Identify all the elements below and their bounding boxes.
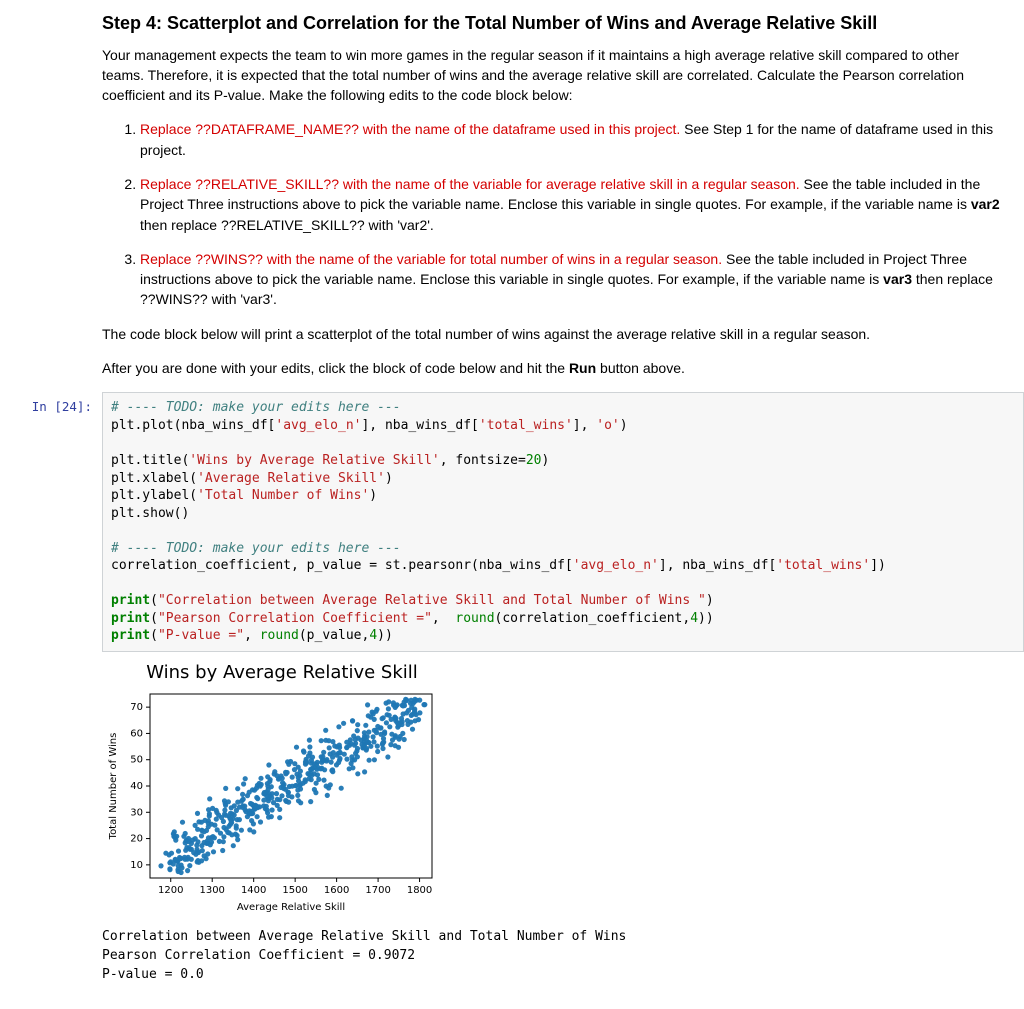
code-token: "Pearson Correlation Coefficient ="	[158, 611, 432, 626]
svg-text:1600: 1600	[324, 885, 349, 896]
code-token: plt.title(	[111, 453, 189, 468]
code-token: 'avg_elo_n'	[275, 418, 361, 433]
code-token: ], nba_wins_df[	[659, 558, 776, 573]
chart-title: Wins by Average Relative Skill	[102, 660, 462, 686]
code-token: 4	[369, 628, 377, 643]
code-token: )	[541, 453, 549, 468]
code-token: plt.ylabel(	[111, 488, 197, 503]
intro-paragraph: Your management expects the team to win …	[102, 45, 1000, 106]
svg-text:1200: 1200	[158, 885, 183, 896]
paragraph-2: The code block below will print a scatte…	[102, 324, 1000, 344]
svg-text:10: 10	[130, 860, 143, 871]
svg-text:20: 20	[130, 834, 143, 845]
markdown-cell: Step 4: Scatterplot and Correlation for …	[102, 12, 1000, 378]
code-cell[interactable]: In [24]: # ---- TODO: make your edits he…	[0, 392, 1024, 652]
instruction-1-highlight: Replace ??DATAFRAME_NAME?? with the name…	[140, 121, 680, 137]
code-line: # ---- TODO: make your edits here ---	[111, 541, 401, 556]
code-token: (	[150, 628, 158, 643]
code-token: print	[111, 628, 150, 643]
code-token: )	[385, 471, 393, 486]
code-token: plt.xlabel(	[111, 471, 197, 486]
instruction-2-tail2: then replace ??RELATIVE_SKILL?? with 'va…	[140, 217, 434, 233]
instruction-3-highlight: Replace ??WINS?? with the name of the va…	[140, 251, 722, 267]
instruction-2: Replace ??RELATIVE_SKILL?? with the name…	[140, 174, 1000, 235]
code-token: round	[260, 628, 299, 643]
svg-text:1800: 1800	[407, 885, 432, 896]
code-token: , fontsize=	[440, 453, 526, 468]
code-token: ))	[698, 611, 714, 626]
code-token: 'total_wins'	[776, 558, 870, 573]
instruction-3: Replace ??WINS?? with the name of the va…	[140, 249, 1000, 310]
code-token: print	[111, 593, 150, 608]
code-token: print	[111, 611, 150, 626]
code-token: 'total_wins'	[479, 418, 573, 433]
code-token: 4	[690, 611, 698, 626]
code-token: 'Total Number of Wins'	[197, 488, 369, 503]
cell-prompt: In [24]:	[0, 392, 102, 416]
svg-text:1500: 1500	[282, 885, 307, 896]
scatter-svg: 1200 1300 1400 1500 1600 1700 1800 10 20 30 40 50 60…	[102, 688, 442, 918]
page: Step 4: Scatterplot and Correlation for …	[0, 0, 1024, 1009]
code-line: # ---- TODO: make your edits here ---	[111, 400, 401, 415]
paragraph-3: After you are done with your edits, clic…	[102, 358, 1000, 378]
code-token: 'o'	[596, 418, 619, 433]
code-token: (correlation_coefficient,	[495, 611, 691, 626]
svg-text:40: 40	[130, 781, 143, 792]
code-token: plt.show()	[111, 506, 189, 521]
svg-text:Average Relative Skill: Average Relative Skill	[237, 902, 345, 913]
scatter-chart: Wins by Average Relative Skill 120013001…	[102, 660, 462, 918]
code-token: 'Wins by Average Relative Skill'	[189, 453, 439, 468]
svg-text:60: 60	[130, 729, 143, 740]
code-token: ,	[244, 628, 260, 643]
paragraph-3-pre: After you are done with your edits, clic…	[102, 360, 569, 376]
svg-text:1300: 1300	[199, 885, 224, 896]
svg-text:1700: 1700	[365, 885, 390, 896]
code-token: (p_value,	[299, 628, 369, 643]
svg-text:1400: 1400	[241, 885, 266, 896]
output-text: Correlation between Average Relative Ski…	[102, 928, 1024, 985]
instruction-2-highlight: Replace ??RELATIVE_SKILL?? with the name…	[140, 176, 800, 192]
code-token: "Correlation between Average Relative Sk…	[158, 593, 706, 608]
code-token: 'avg_elo_n'	[573, 558, 659, 573]
svg-text:70: 70	[130, 702, 143, 713]
instruction-1: Replace ??DATAFRAME_NAME?? with the name…	[140, 119, 1000, 160]
cell-output: Wins by Average Relative Skill 120013001…	[102, 660, 1024, 985]
code-token: correlation_coefficient, p_value = st.pe…	[111, 558, 573, 573]
code-token: "P-value ="	[158, 628, 244, 643]
code-token: round	[455, 611, 494, 626]
code-token: ])	[870, 558, 886, 573]
code-token: )	[369, 488, 377, 503]
code-token: )	[620, 418, 628, 433]
step-heading: Step 4: Scatterplot and Correlation for …	[102, 12, 1000, 35]
code-input[interactable]: # ---- TODO: make your edits here --- pl…	[102, 392, 1024, 652]
code-token: ], nba_wins_df[	[361, 418, 478, 433]
code-token: ))	[377, 628, 393, 643]
code-token: plt.plot(nba_wins_df[	[111, 418, 275, 433]
paragraph-3-bold: Run	[569, 360, 596, 376]
code-token: (	[150, 611, 158, 626]
code-token: ],	[573, 418, 596, 433]
svg-text:Total Number of Wins: Total Number of Wins	[108, 733, 119, 841]
code-token: 'Average Relative Skill'	[197, 471, 385, 486]
code-token: 20	[526, 453, 542, 468]
instruction-list: Replace ??DATAFRAME_NAME?? with the name…	[102, 119, 1000, 309]
instruction-2-varname: var2	[971, 196, 1000, 212]
code-token: (	[150, 593, 158, 608]
instruction-3-varname: var3	[883, 271, 912, 287]
code-token: )	[706, 593, 714, 608]
svg-text:30: 30	[130, 807, 143, 818]
paragraph-3-post: button above.	[596, 360, 685, 376]
code-token: ,	[432, 611, 455, 626]
svg-text:50: 50	[130, 755, 143, 766]
